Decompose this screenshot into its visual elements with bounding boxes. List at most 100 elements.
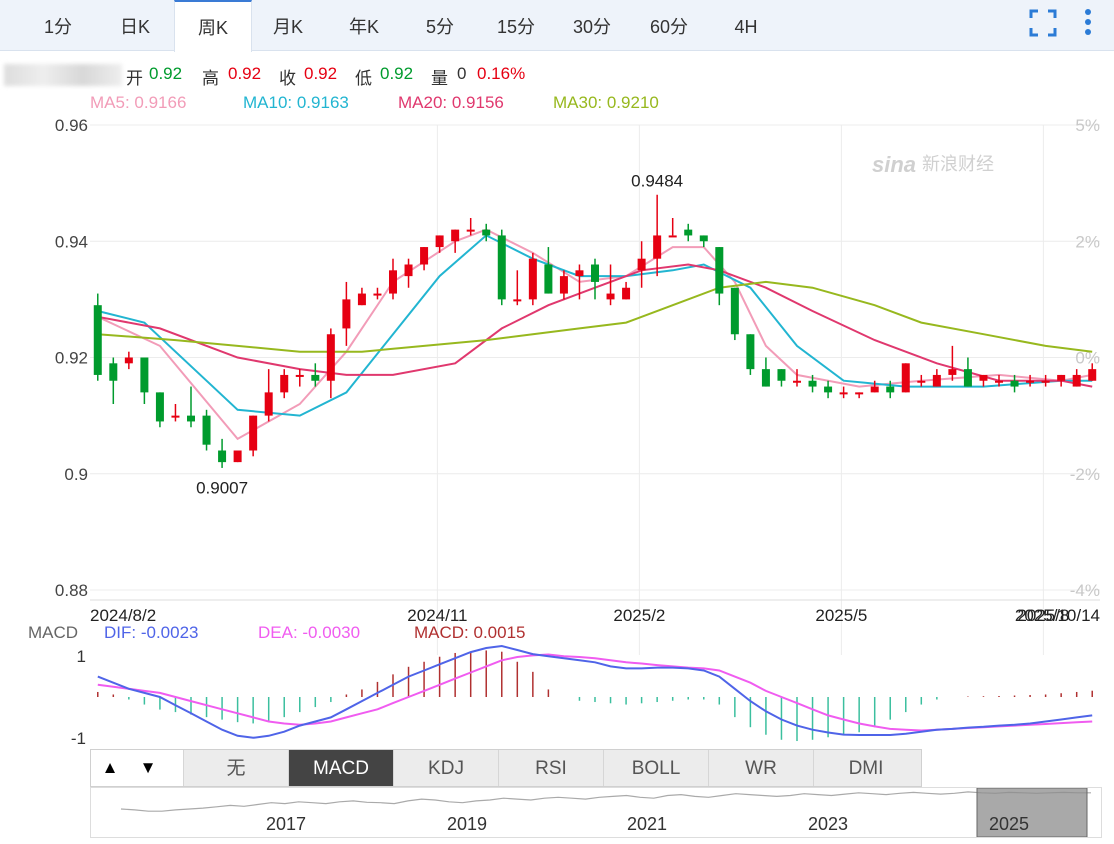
navigator-year-label: 2025 <box>989 814 1029 834</box>
indicator-bar: ▲ ▼ 无 MACD KDJ RSI BOLL WR DMI <box>90 749 922 787</box>
navigator-window[interactable] <box>977 788 1087 837</box>
candlestick-chart[interactable]: 0.96 0.94 0.92 0.9 0.88 5% 2% 0% -2% -4% sina 新浪财… <box>0 110 1114 750</box>
pct-tick-label: -2% <box>1070 465 1100 484</box>
candle <box>948 345 957 381</box>
candle <box>357 287 366 306</box>
candle <box>730 287 739 341</box>
candle <box>420 247 429 271</box>
high-value: 0.92 <box>228 64 262 83</box>
tab-daily[interactable]: 日K <box>119 17 150 37</box>
price-annotation: 0.9007 <box>196 479 248 498</box>
tab-1min[interactable]: 1分 <box>43 17 72 37</box>
candle <box>389 258 397 300</box>
pct-tick-label: 0% <box>1075 349 1100 368</box>
tab-15min[interactable]: 15分 <box>496 17 536 37</box>
y-tick-label: 0.88 <box>55 581 88 600</box>
range-navigator[interactable]: 2017 2019 2021 2023 2025 <box>90 787 1102 838</box>
sina-watermark: sina 新浪财经 <box>872 152 994 177</box>
candle <box>917 374 926 387</box>
svg-text:sina: sina <box>872 152 916 177</box>
candle <box>311 363 320 387</box>
candle <box>295 369 304 387</box>
candle <box>233 450 242 463</box>
macd-title: MACD <box>28 623 79 642</box>
candle <box>808 374 817 393</box>
candle <box>497 229 506 306</box>
candle <box>622 281 631 300</box>
tab-5min[interactable]: 5分 <box>425 17 454 37</box>
fullscreen-icon[interactable] <box>1029 9 1057 37</box>
dif-line <box>97 644 1093 739</box>
candle <box>140 357 149 404</box>
indicator-dmi[interactable]: DMI <box>813 750 918 786</box>
pct-tick-label: 5% <box>1075 116 1100 135</box>
candle <box>761 357 770 387</box>
arrow-spacer <box>167 750 183 786</box>
change-percent: 0.16% <box>477 64 526 83</box>
down-arrow-icon[interactable]: ▼ <box>129 750 167 786</box>
candle <box>575 264 584 300</box>
macd-y-tick: -1 <box>71 729 86 748</box>
more-vertical-icon[interactable] <box>1082 8 1094 38</box>
open-value: 0.92 <box>149 64 183 83</box>
low-value: 0.92 <box>380 64 414 83</box>
candle <box>746 334 755 375</box>
candle <box>979 374 988 387</box>
candle <box>451 229 460 253</box>
macd-legend: MACD DIF: -0.0023 DEA: -0.0030 MACD: 0.0… <box>28 623 526 643</box>
indicator-boll[interactable]: BOLL <box>603 750 708 786</box>
candle <box>855 392 864 399</box>
volume-value: 0 <box>457 64 467 83</box>
tab-monthly[interactable]: 月K <box>272 17 303 37</box>
macd-value-legend: MACD: 0.0015 <box>414 623 526 642</box>
candle <box>839 386 848 399</box>
navigator-year-label: 2019 <box>447 814 487 834</box>
candle <box>715 247 724 306</box>
candle <box>171 404 180 422</box>
candle <box>932 369 941 387</box>
indicator-none[interactable]: 无 <box>183 750 288 786</box>
candle <box>544 247 553 294</box>
dif-legend: DIF: -0.0023 <box>104 623 199 642</box>
candle <box>1010 374 1019 393</box>
period-tab-bar: 1分 日K 周K 月K 年K 5分 15分 30分 60分 4H <box>0 0 1114 52</box>
tab-30min[interactable]: 30分 <box>572 17 612 37</box>
indicator-wr[interactable]: WR <box>708 750 813 786</box>
tab-weekly[interactable]: 周K <box>174 0 252 52</box>
tab-yearly[interactable]: 年K <box>348 17 379 37</box>
open-label: 开 <box>126 69 143 88</box>
ma20-legend: MA20: 0.9156 <box>398 93 504 112</box>
indicator-rsi[interactable]: RSI <box>498 750 603 786</box>
macd-y-tick: 1 <box>77 647 86 666</box>
candle <box>668 218 677 238</box>
candle <box>870 380 879 393</box>
pct-tick-label: -4% <box>1070 581 1100 600</box>
indicator-kdj[interactable]: KDJ <box>393 750 498 786</box>
ma5-legend: MA5: 0.9166 <box>90 93 187 112</box>
candle <box>1041 374 1050 387</box>
close-value: 0.92 <box>304 64 338 83</box>
candle <box>513 270 522 306</box>
x-tick-label: 2025/8 <box>1017 606 1069 625</box>
candle <box>1057 374 1066 387</box>
tab-4h[interactable]: 4H <box>734 17 758 37</box>
navigator-year-label: 2017 <box>266 814 306 834</box>
candle <box>187 386 195 428</box>
dea-line <box>97 653 1093 732</box>
candle <box>155 392 164 428</box>
low-label: 低 <box>355 69 372 88</box>
candle <box>963 357 972 387</box>
candle <box>218 438 227 468</box>
indicator-macd[interactable]: MACD <box>288 750 393 786</box>
ma10-legend: MA10: 0.9163 <box>243 93 349 112</box>
candle <box>342 281 351 346</box>
candle <box>109 357 118 404</box>
ma-line-ma30 <box>97 280 1093 353</box>
candle <box>653 194 662 277</box>
candle <box>1072 369 1081 387</box>
up-arrow-icon[interactable]: ▲ <box>91 750 129 786</box>
close-label: 收 <box>279 69 296 88</box>
ma30-legend: MA30: 0.9210 <box>553 93 659 112</box>
navigator-year-label: 2023 <box>808 814 848 834</box>
tab-60min[interactable]: 60分 <box>649 17 689 37</box>
